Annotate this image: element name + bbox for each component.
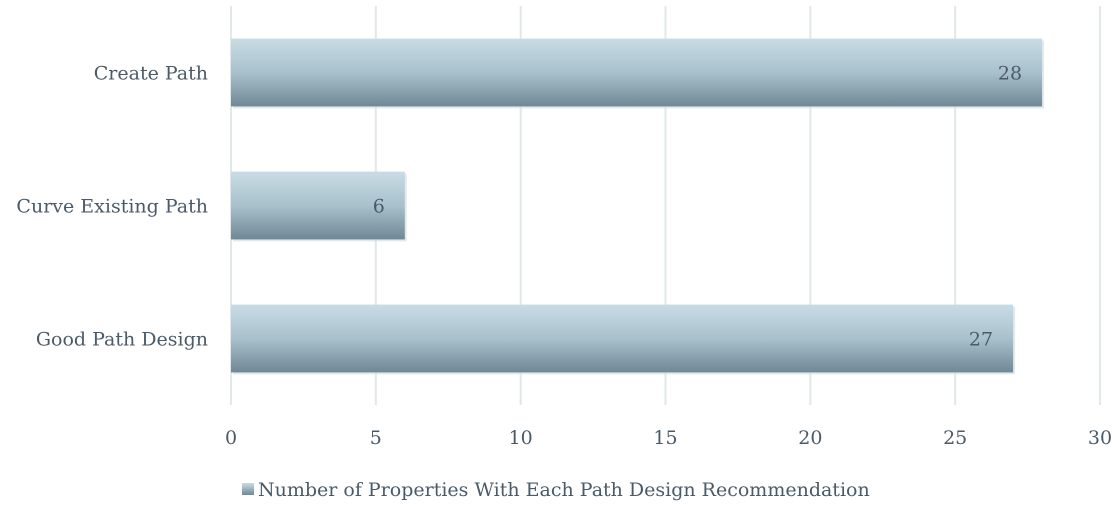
bar-curve-existing-path [231, 171, 405, 240]
x-tick-label-0: 0 [225, 427, 237, 449]
category-label: Curve Existing Path [16, 196, 208, 218]
x-tick-label-5: 5 [370, 427, 382, 449]
x-tick-label-15: 15 [653, 427, 677, 449]
bar-good-path-design [231, 304, 1014, 373]
data-label: 27 [969, 329, 993, 351]
x-tick-label-10: 10 [509, 427, 533, 449]
x-tick-label-20: 20 [798, 427, 822, 449]
category-label: Good Path Design [36, 329, 208, 351]
x-tick-label-25: 25 [943, 427, 967, 449]
x-tick-label-30: 30 [1088, 427, 1112, 449]
x-axis-tick-labels: 0 5 10 15 20 25 30 [225, 427, 1112, 449]
bar-create-path [231, 38, 1043, 107]
category-label: Create Path [94, 63, 208, 85]
legend-label: Number of Properties With Each Path Desi… [258, 479, 870, 501]
data-label: 6 [373, 196, 385, 218]
legend: Number of Properties With Each Path Desi… [242, 479, 870, 501]
category-labels: Create Path Curve Existing Path Good Path … [16, 63, 208, 351]
legend-swatch [242, 483, 254, 495]
bars-group: 28 6 27 [231, 38, 1045, 375]
data-label: 28 [998, 63, 1022, 85]
